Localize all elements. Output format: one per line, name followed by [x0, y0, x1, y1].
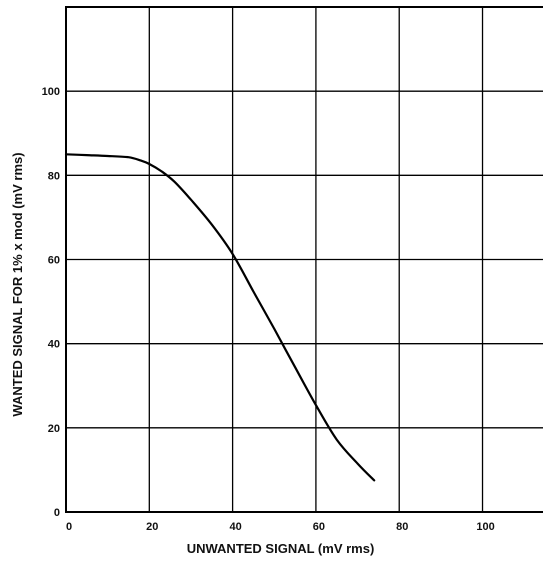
- x-axis-title: UNWANTED SIGNAL (mV rms): [187, 541, 375, 556]
- y-tick-labels: 0 20 40 60 80 100: [42, 86, 60, 519]
- y-tick-label: 40: [48, 339, 60, 351]
- grid: [66, 7, 543, 512]
- y-axis-title: WANTED SIGNAL FOR 1% x mod (mV rms): [10, 152, 25, 416]
- x-tick-label: 20: [146, 521, 158, 533]
- series-line: [64, 153, 376, 482]
- x-tick-label: 100: [476, 521, 494, 533]
- x-tick-labels: 0 20 40 60 80 100: [66, 521, 495, 533]
- x-tick-label: 40: [229, 521, 241, 533]
- x-tick-label: 0: [66, 521, 72, 533]
- y-tick-label: 100: [42, 86, 60, 98]
- x-tick-label: 80: [396, 521, 408, 533]
- y-tick-label: 80: [48, 170, 60, 182]
- x-tick-label: 60: [313, 521, 325, 533]
- y-tick-label: 20: [48, 423, 60, 435]
- plot-frame: [65, 6, 543, 513]
- y-tick-label: 0: [54, 507, 60, 519]
- y-tick-label: 60: [48, 255, 60, 267]
